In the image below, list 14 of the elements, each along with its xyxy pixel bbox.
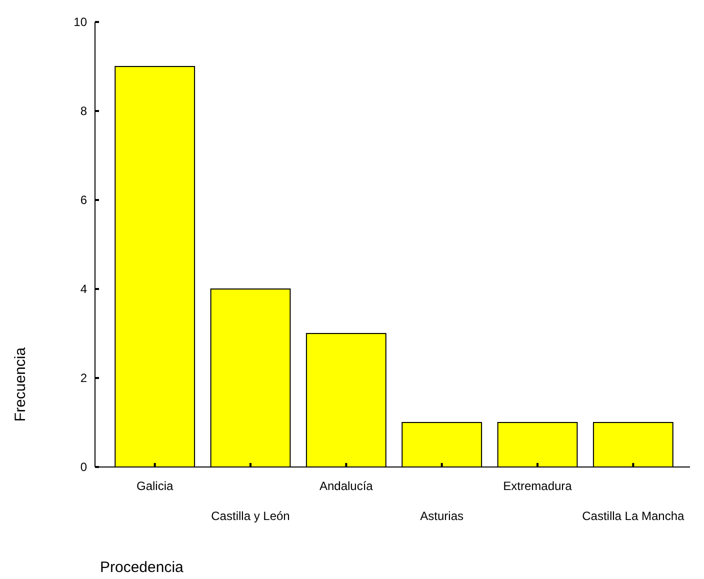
x-tick-label: Galicia (136, 479, 174, 493)
x-tick-label: Castilla y León (211, 509, 290, 523)
y-tick-label: 0 (80, 460, 88, 474)
x-tick-label: Castilla La Mancha (582, 509, 685, 523)
y-tick-label: 4 (80, 282, 88, 296)
x-tick-label: Andalucía (319, 479, 374, 493)
y-tick-label: 8 (80, 104, 88, 118)
y-tick-label: 6 (80, 193, 88, 208)
y-axis-title: Frecuencia (12, 346, 29, 422)
y-tick-label: 2 (80, 371, 88, 386)
x-tick-label: Asturias (420, 509, 464, 523)
x-tick-label: Extremadura (503, 479, 572, 493)
x-axis-title: Procedencia (100, 559, 184, 576)
y-tick-label: 10 (74, 15, 88, 30)
